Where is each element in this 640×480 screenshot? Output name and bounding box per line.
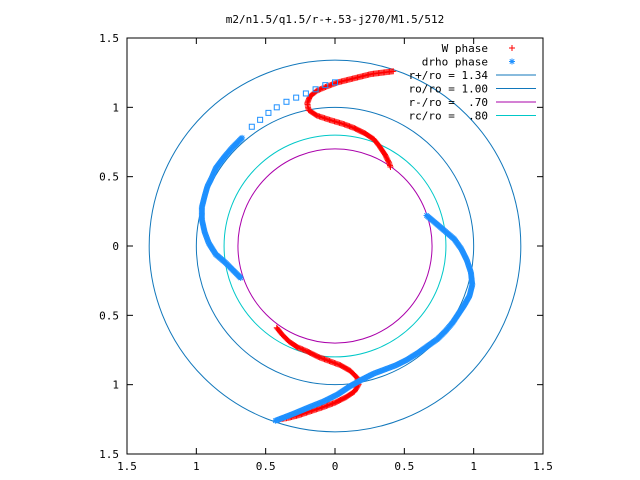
square-point bbox=[332, 79, 338, 86]
drho-phase-point bbox=[239, 134, 246, 141]
square-point bbox=[293, 94, 300, 101]
y-tick-label: 0 bbox=[112, 240, 119, 253]
w-phase-point bbox=[387, 163, 394, 170]
square-point bbox=[265, 109, 272, 116]
circle-radius-1 bbox=[195, 106, 475, 386]
x-tick-label: 1 bbox=[470, 460, 477, 473]
x-tick-label: 0.5 bbox=[256, 460, 276, 473]
y-tick-label: 0.5 bbox=[99, 171, 119, 184]
y-tick-label: 0.5 bbox=[99, 309, 119, 322]
legend-label: W phase bbox=[442, 42, 488, 55]
axis-ticks: 1.5 1 0.5 0 0.5 1 1.51.510.500.511.5 bbox=[99, 32, 553, 473]
w-phase-point bbox=[385, 158, 392, 165]
square-point bbox=[248, 123, 255, 130]
drho-phase-point bbox=[272, 417, 279, 424]
chart-title: m2/n1.5/q1.5/r-+.53-j270/M1.5/512 bbox=[226, 13, 445, 26]
square-point bbox=[312, 86, 319, 93]
legend-label: ro/ro = 1.00 bbox=[409, 83, 488, 96]
reference-circles bbox=[148, 59, 522, 433]
square-point bbox=[273, 104, 280, 111]
x-tick-label: 1 bbox=[193, 460, 200, 473]
x-tick-label: 1.5 bbox=[533, 460, 553, 473]
square-point bbox=[257, 116, 264, 123]
x-tick-label: 0 bbox=[332, 460, 339, 473]
x-tick-label: 1.5 bbox=[117, 460, 137, 473]
legend-label: r-/ro = .70 bbox=[409, 96, 488, 109]
circle-radius-0_7 bbox=[237, 148, 433, 344]
square-point bbox=[322, 82, 329, 89]
circle-radius-1_34 bbox=[148, 59, 522, 433]
x-tick-label: 0.5 bbox=[394, 460, 414, 473]
square-point bbox=[302, 90, 309, 97]
y-tick-label: 1.5 bbox=[99, 448, 119, 461]
data-points bbox=[198, 68, 476, 424]
legend-label: r+/ro = 1.34 bbox=[409, 69, 489, 82]
y-tick-label: 1.5 bbox=[99, 32, 119, 45]
y-tick-label: 1 bbox=[112, 379, 119, 392]
y-tick-label: 1 bbox=[112, 101, 119, 114]
legend-label: drho phase bbox=[422, 56, 488, 69]
legend-marker-sample bbox=[509, 45, 515, 51]
square-point bbox=[283, 98, 290, 105]
legend-marker-sample bbox=[509, 58, 515, 65]
legend-label: rc/ro = .80 bbox=[409, 110, 488, 123]
circle-radius-0_8 bbox=[223, 134, 447, 358]
